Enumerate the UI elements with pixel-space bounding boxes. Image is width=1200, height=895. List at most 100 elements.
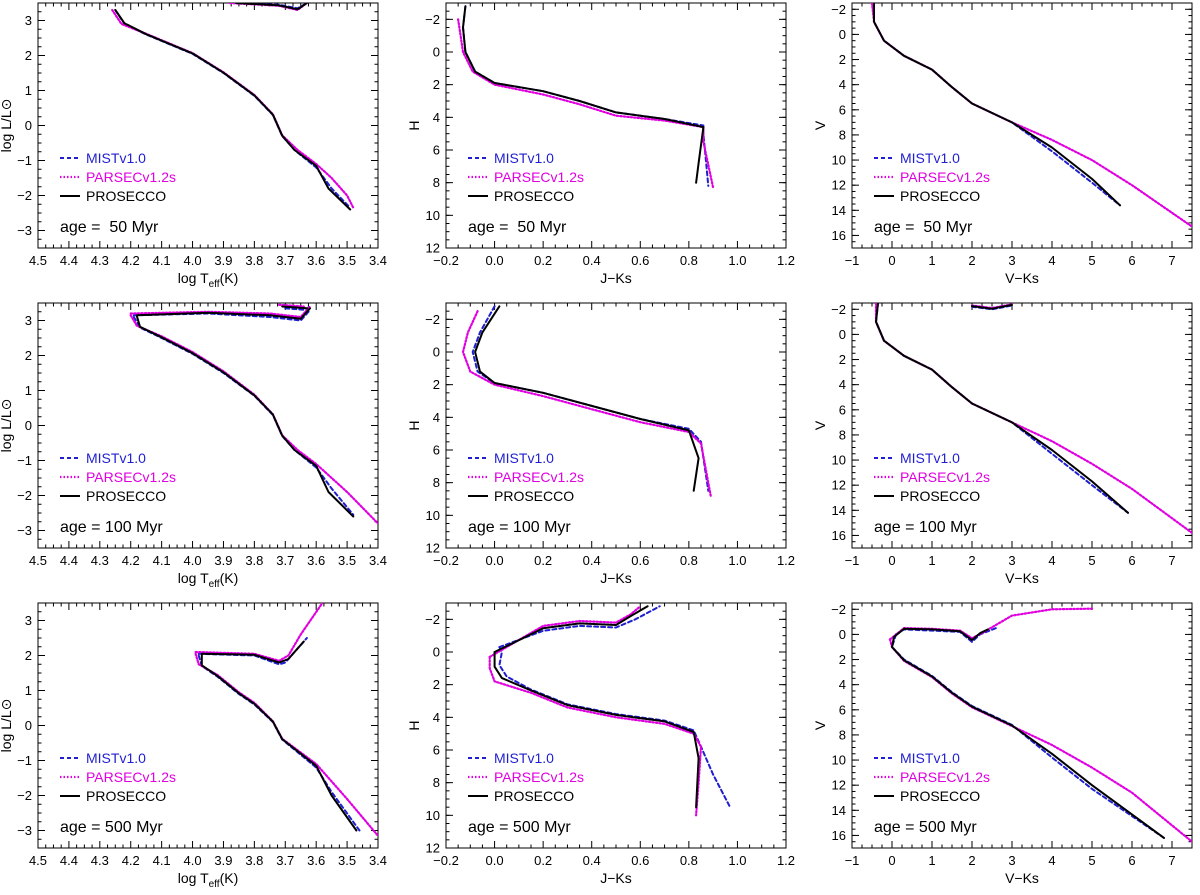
x-axis-label: log Teff(K) — [178, 270, 238, 290]
legend-label: PARSECv1.2s — [900, 469, 990, 485]
legend-label: PARSECv1.2s — [86, 469, 176, 485]
series-group — [870, 3, 1192, 228]
x-tick-label: 4.4 — [60, 853, 78, 868]
x-tick-label: 3.8 — [245, 853, 263, 868]
x-tick-label: 3.5 — [338, 253, 356, 268]
y-tick-label: 8 — [839, 727, 846, 742]
y-tick-label: −2 — [17, 488, 32, 503]
y-tick-label: −1 — [17, 453, 32, 468]
y-tick-label: −3 — [17, 223, 32, 238]
series-line-prosecco — [135, 315, 355, 518]
series-group — [457, 5, 715, 189]
x-axis-label: J−Ks — [600, 870, 632, 886]
y-tick-label: 2 — [25, 48, 32, 63]
x-tick-label: 1.2 — [777, 553, 795, 568]
x-tick-label: 0.8 — [680, 253, 698, 268]
y-tick-label: 2 — [433, 677, 440, 692]
y-tick-label: −2 — [17, 788, 32, 803]
y-tick-label: 4 — [433, 410, 440, 425]
legend: MISTv1.0 PARSECv1.2s PROSECCO — [468, 150, 584, 204]
y-axis-label: V — [812, 420, 828, 430]
y-tick-label: −2 — [425, 612, 440, 627]
panel-hr-diagram-row1: 4.5 4.4 4.3 4.2 4.1 4.0 3.9 3.8 3.7 3.6 3.5 3.4 −3 −2… — [0, 2, 387, 290]
plot-frame — [851, 602, 1193, 849]
y-tick-label: −2 — [425, 12, 440, 27]
panel-h-vs-jks-cmd-row1: −0.2 0.0 0.2 0.4 0.6 0.8 1.0 1.2 12 10 8 6 4 2 0 −2 J−Ks… — [406, 2, 795, 286]
age-annotation: age = 50 Myr — [874, 219, 973, 236]
y-tick-label: 10 — [832, 753, 846, 768]
age-annotation: age = 500 Myr — [60, 819, 163, 836]
legend: MISTv1.0 PARSECv1.2s PROSECCO — [60, 150, 176, 204]
legend-label: PARSECv1.2s — [900, 769, 990, 785]
legend-label: MISTv1.0 — [86, 450, 146, 466]
x-tick-label: 3.8 — [245, 253, 263, 268]
y-tick-label: 6 — [839, 702, 846, 717]
x-tick-label: 3.6 — [307, 853, 325, 868]
x-tick-label: 4.2 — [122, 853, 140, 868]
x-tick-label: 0.2 — [534, 253, 552, 268]
series-line-prosecco — [893, 627, 989, 642]
y-tick-label: 6 — [433, 143, 440, 158]
y-tick-label: 10 — [426, 208, 440, 223]
x-tick-label: 3.8 — [245, 553, 263, 568]
x-tick-label: 0.8 — [680, 853, 698, 868]
panel-v-vs-vks-cmd-row3: −1 0 1 2 3 4 5 6 71614121086420−2V−KsVMISTv1.0PA… — [812, 602, 1193, 886]
y-tick-label: 8 — [433, 475, 440, 490]
y-tick-label: 4 — [839, 677, 846, 692]
y-tick-label: 0 — [25, 718, 32, 733]
x-tick-label: 3.4 — [369, 553, 387, 568]
y-tick-label: 14 — [832, 503, 846, 518]
legend-label: PROSECCO — [86, 788, 166, 804]
y-axis-label: H — [406, 420, 422, 430]
x-axis-label: J−Ks — [600, 570, 632, 586]
x-tick-label: 4.1 — [153, 853, 171, 868]
series-group — [461, 305, 712, 497]
series-group — [129, 303, 378, 525]
y-tick-label: 12 — [426, 241, 440, 256]
series-group — [888, 607, 1192, 843]
y-tick-label: 3 — [25, 13, 32, 28]
x-tick-label: 4.5 — [29, 553, 47, 568]
age-annotation: age = 50 Myr — [60, 219, 159, 236]
x-tick-label: 1.2 — [777, 253, 795, 268]
y-tick-label: −3 — [17, 823, 32, 838]
legend-label: PROSECCO — [494, 488, 574, 504]
legend: MISTv1.0 PARSECv1.2s PROSECCO — [874, 150, 990, 204]
x-tick-label: 0.0 — [486, 253, 504, 268]
x-tick-label: 0.4 — [583, 253, 601, 268]
y-tick-label: 0 — [433, 345, 440, 360]
legend-label: PROSECCO — [494, 188, 574, 204]
y-tick-label: −3 — [17, 523, 32, 538]
legend-label: MISTv1.0 — [900, 450, 960, 466]
series-line-parsecv1-2s — [488, 655, 703, 817]
y-tick-label: 14 — [832, 803, 846, 818]
y-tick-label: −2 — [831, 302, 846, 317]
x-tick-label: 4.3 — [91, 853, 109, 868]
x-tick-label: 4.5 — [29, 253, 47, 268]
x-axis-label: V−Ks — [1005, 870, 1039, 886]
x-tick-label: 3.9 — [214, 253, 232, 268]
x-tick-label: 4.4 — [60, 553, 78, 568]
x-axis-label: J−Ks — [600, 270, 632, 286]
x-axis-label-unit: (K) — [220, 870, 239, 886]
y-tick-label: 10 — [832, 453, 846, 468]
x-tick-label: 4.5 — [29, 853, 47, 868]
y-tick-label: 10 — [426, 508, 440, 523]
y-tick-label: −1 — [17, 153, 32, 168]
x-tick-label: 6 — [1128, 853, 1135, 868]
x-tick-label: 3.5 — [338, 853, 356, 868]
x-tick-label: 2 — [968, 253, 975, 268]
series-line-prosecco — [462, 5, 705, 184]
x-axis-label-subscript: eff — [209, 579, 220, 590]
legend-label: MISTv1.0 — [86, 150, 146, 166]
x-tick-label: 4.3 — [91, 253, 109, 268]
x-axis-label-unit: (K) — [220, 270, 239, 286]
legend-label: MISTv1.0 — [900, 150, 960, 166]
legend-label: PROSECCO — [900, 788, 980, 804]
series-line-prosecco — [875, 303, 1129, 514]
y-tick-label: 2 — [25, 348, 32, 363]
legend-label: PROSECCO — [900, 488, 980, 504]
series-line-prosecco — [234, 3, 308, 11]
x-tick-label: 1 — [928, 853, 935, 868]
y-axis-label: H — [406, 720, 422, 730]
